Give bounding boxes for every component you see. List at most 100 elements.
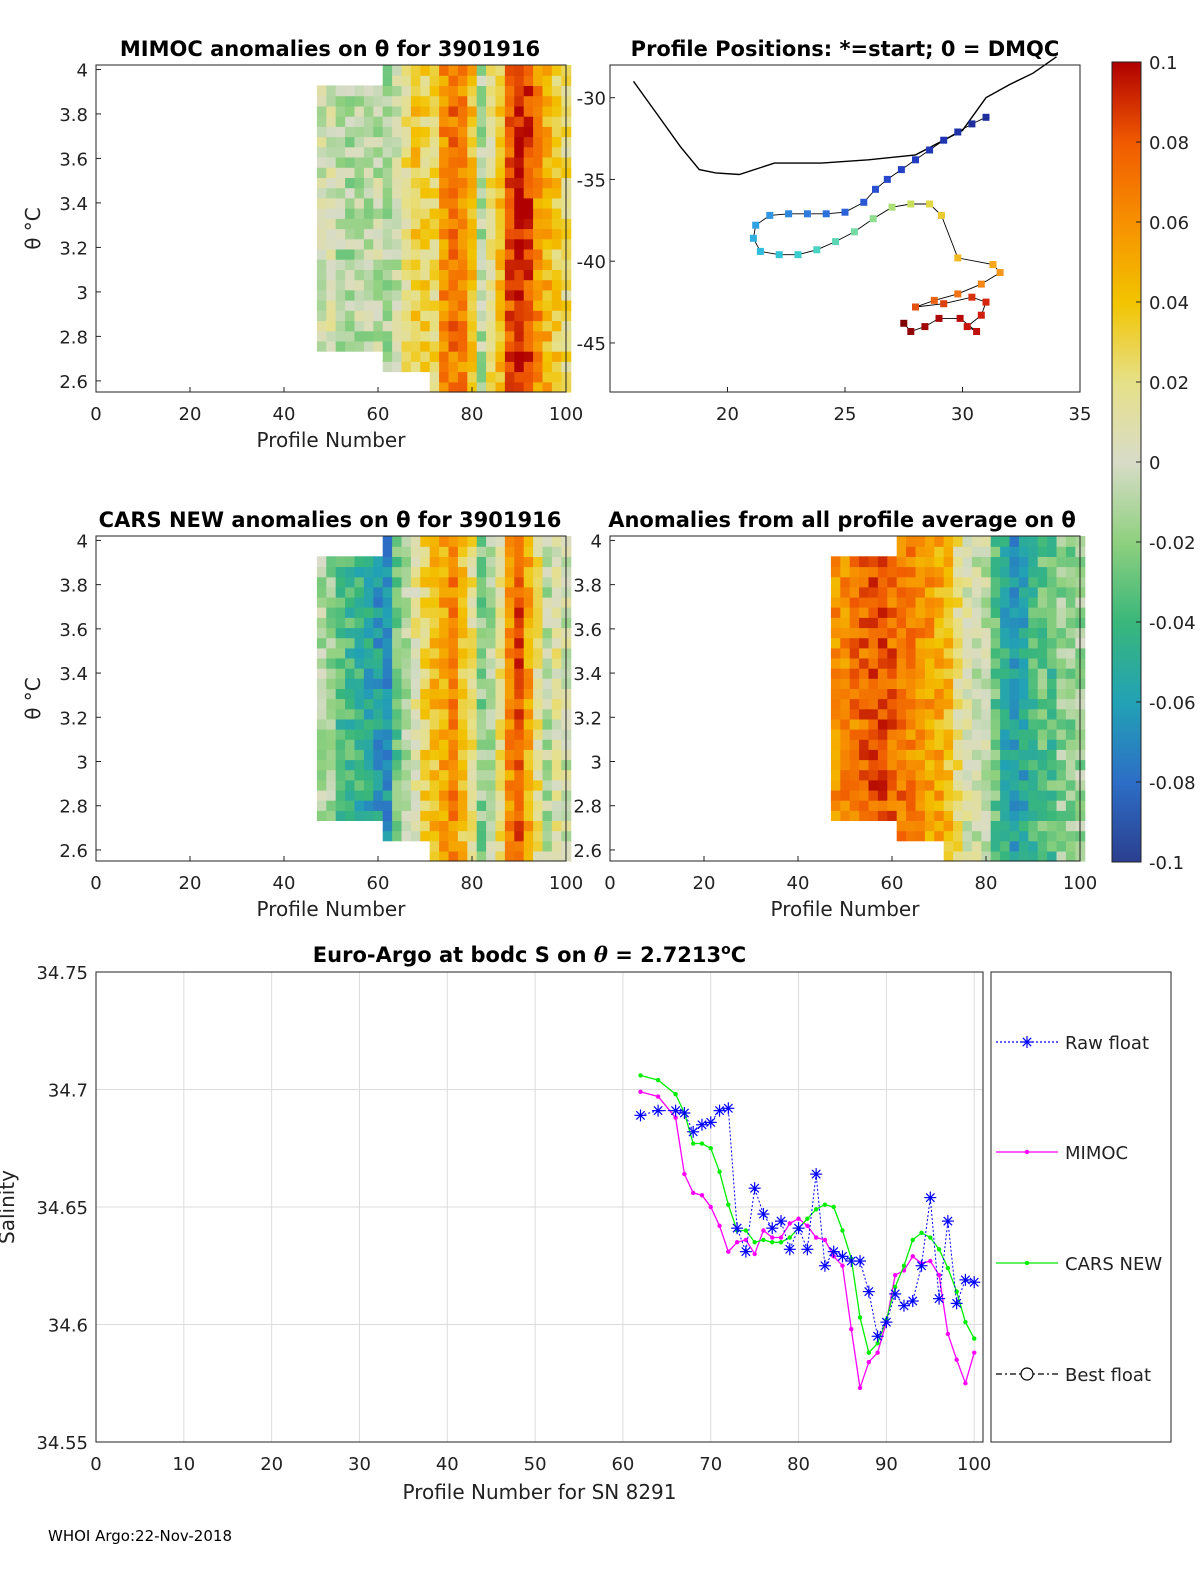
salinity-xtick-label: 40 [436, 1454, 459, 1475]
cars-cell [326, 749, 337, 761]
cars-cell [533, 576, 544, 588]
allavg-cell [859, 789, 870, 801]
cars-cell [335, 556, 346, 568]
asterisk-stroke [872, 1331, 883, 1341]
mimoc-cell [335, 330, 346, 342]
series-point-mimoc [682, 1171, 687, 1177]
profile-position-marker [785, 210, 793, 218]
allavg-cell [868, 800, 879, 811]
allavg-cell [1047, 617, 1058, 629]
mimoc-cell [495, 167, 506, 178]
mimoc-cell [542, 351, 553, 362]
allavg-cell [953, 708, 964, 720]
cars-cell [354, 617, 365, 629]
mimoc-cell [429, 105, 440, 117]
cars-cell [495, 840, 506, 852]
allavg-cell [924, 800, 935, 811]
cars-cell [523, 769, 534, 781]
allavg-cell [859, 586, 870, 598]
allavg-cell [981, 688, 992, 700]
cars-cell [476, 596, 487, 608]
mimoc-cell [439, 126, 450, 138]
mimoc-cell [448, 320, 459, 332]
allavg-cell [1009, 729, 1020, 740]
cars-cell [448, 729, 459, 740]
cars-cell [410, 779, 421, 791]
mimoc-cell [429, 146, 440, 158]
mimoc-title: MIMOC anomalies on θ for 3901916 [120, 37, 540, 61]
mimoc-cell [542, 228, 553, 240]
allavg-cell [868, 698, 879, 710]
allavg-cell [934, 729, 945, 740]
cars-cell [523, 789, 534, 801]
profile-position-marker [912, 303, 919, 311]
cars-cell [335, 596, 346, 608]
allavg-cell [981, 789, 992, 801]
allavg-cell [906, 566, 917, 578]
cars-cell [326, 668, 337, 679]
mimoc-cell [410, 351, 421, 362]
cars-cell [542, 617, 553, 629]
cars-cell [420, 830, 431, 842]
allavg-cell [915, 708, 926, 720]
allavg-cell [953, 617, 964, 629]
allavg-cell [934, 678, 945, 689]
cars-cell [448, 536, 459, 547]
cars-cell [401, 769, 412, 781]
cars-cell [486, 718, 497, 730]
mimoc-cell [533, 238, 544, 250]
series-point-mimoc [752, 1251, 757, 1257]
raw-float-point [906, 1295, 919, 1307]
allavg-cell [953, 769, 964, 781]
allavg-cell [1000, 546, 1011, 557]
allavg-cell [896, 708, 907, 720]
cars-cell [410, 617, 421, 629]
cars-cell [316, 698, 327, 710]
mimoc-cell [354, 248, 365, 260]
mimoc-cell [486, 136, 497, 148]
allavg-cell [943, 729, 954, 740]
allavg-cell [962, 708, 973, 720]
mimoc-cell [495, 157, 506, 168]
mimoc-cell [354, 269, 365, 281]
allavg-cell [830, 759, 841, 771]
mimoc-cell [382, 116, 393, 127]
allavg-cell [840, 647, 851, 659]
mimoc-cell [495, 218, 506, 230]
cars-cell [467, 668, 478, 679]
mimoc-cell [439, 320, 450, 332]
cars-cell [448, 556, 459, 568]
mimoc-cell [392, 136, 403, 148]
allavg-cell [962, 779, 973, 791]
allavg-cell [1009, 800, 1020, 811]
cars-cell [439, 779, 450, 791]
mimoc-cell [504, 75, 515, 86]
allavg-cell [1028, 800, 1039, 811]
mimoc-cell [457, 371, 468, 383]
mimoc-cell [467, 269, 478, 281]
mimoc-cell [476, 238, 487, 250]
allavg-cell [859, 607, 870, 618]
mimoc-cell [335, 300, 346, 311]
allavg-cell [990, 596, 1001, 608]
allavg-cell [1065, 546, 1076, 557]
mimoc-cell [382, 228, 393, 240]
allavg-cell [859, 647, 870, 659]
asterisk-stroke [776, 1216, 786, 1226]
mimoc-cell [523, 300, 534, 311]
cars-cell [429, 596, 440, 608]
allavg-cell [943, 536, 954, 547]
mimoc-cell [551, 218, 562, 230]
profile-position-marker [982, 298, 990, 306]
allavg-cell [868, 729, 879, 740]
cars-cell [533, 596, 544, 608]
cars-cell [551, 546, 562, 557]
allavg-cell [1047, 576, 1058, 588]
allavg-cell [915, 739, 926, 750]
allavg-cell [953, 647, 964, 659]
mimoc-cell [495, 279, 506, 291]
allavg-cell [1009, 769, 1020, 781]
allavg-cell [849, 627, 860, 639]
legend-asterisk-stroke [1022, 1037, 1032, 1047]
allavg-cell [1037, 586, 1048, 598]
